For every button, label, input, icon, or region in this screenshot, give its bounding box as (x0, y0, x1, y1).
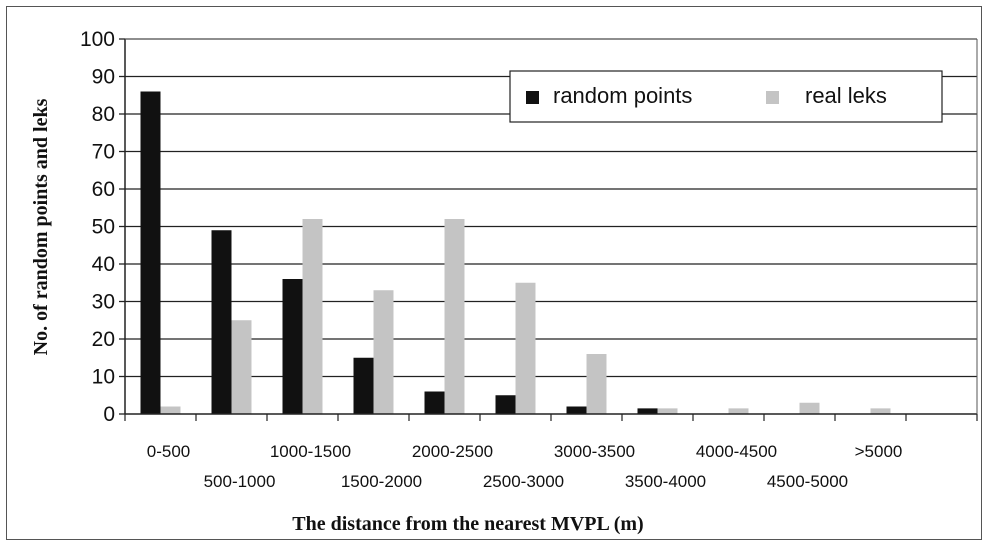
bar-real-leks-5 (515, 282, 536, 414)
y-tick-label: 20 (92, 328, 115, 351)
bar-random-points-0 (140, 91, 161, 414)
y-tick-label: 100 (80, 28, 115, 51)
y-tick-label: 50 (92, 216, 115, 239)
x-tick-label: 2000-2500 (412, 442, 493, 461)
bar-real-leks-10 (870, 408, 891, 414)
bar-random-points-5 (495, 395, 516, 414)
bar-random-points-6 (566, 406, 587, 414)
legend-label-real-leks: real leks (805, 83, 887, 108)
y-tick-label: 0 (103, 403, 115, 426)
y-tick-label: 10 (92, 366, 115, 389)
bar-real-leks-4 (444, 219, 465, 414)
legend-swatch-real-leks (766, 91, 779, 104)
bar-real-leks-0 (160, 406, 181, 414)
x-tick-label: 4500-5000 (767, 472, 848, 491)
y-axis-title: No. of random points and leks (30, 98, 52, 355)
bar-random-points-1 (211, 230, 232, 414)
y-tick-label: 70 (92, 141, 115, 164)
bar-real-leks-2 (302, 219, 323, 414)
bar-real-leks-9 (799, 402, 820, 414)
x-tick-label: 2500-3000 (483, 472, 564, 491)
legend: random points real leks (509, 70, 943, 123)
bar-real-leks-1 (231, 320, 252, 414)
x-tick-label: 0-500 (147, 442, 190, 461)
legend-swatch-random-points (526, 91, 539, 104)
legend-label-random-points: random points (553, 83, 692, 108)
bar-real-leks-7 (657, 408, 678, 414)
y-tick-label: 30 (92, 291, 115, 314)
legend-box (509, 70, 943, 123)
bar-random-points-7 (637, 408, 658, 414)
x-tick-label: 1500-2000 (341, 472, 422, 491)
bar-random-points-3 (353, 357, 374, 414)
bar-random-points-2 (282, 279, 303, 414)
x-tick-label: 1000-1500 (270, 442, 351, 461)
x-tick-label: 4000-4500 (696, 442, 777, 461)
y-tick-label: 40 (92, 253, 115, 276)
y-tick-label: 90 (92, 66, 115, 89)
bar-real-leks-3 (373, 290, 394, 414)
bar-real-leks-8 (728, 408, 749, 414)
x-tick-label: 3500-4000 (625, 472, 706, 491)
x-tick-label: 3000-3500 (554, 442, 635, 461)
y-tick-label: 80 (92, 103, 115, 126)
y-tick-labels: 0 10 20 30 40 50 60 70 80 90 100 (80, 28, 125, 426)
bar-real-leks-6 (586, 354, 607, 414)
x-tick-label: 500-1000 (204, 472, 276, 491)
bars (140, 91, 891, 414)
bar-random-points-4 (424, 391, 445, 414)
y-tick-label: 60 (92, 178, 115, 201)
x-axis-title: The distance from the nearest MVPL (m) (292, 513, 643, 535)
x-tick-label: >5000 (855, 442, 903, 461)
x-tick-labels: 0-500 500-1000 1000-1500 1500-2000 2000-2500… (124, 414, 978, 491)
